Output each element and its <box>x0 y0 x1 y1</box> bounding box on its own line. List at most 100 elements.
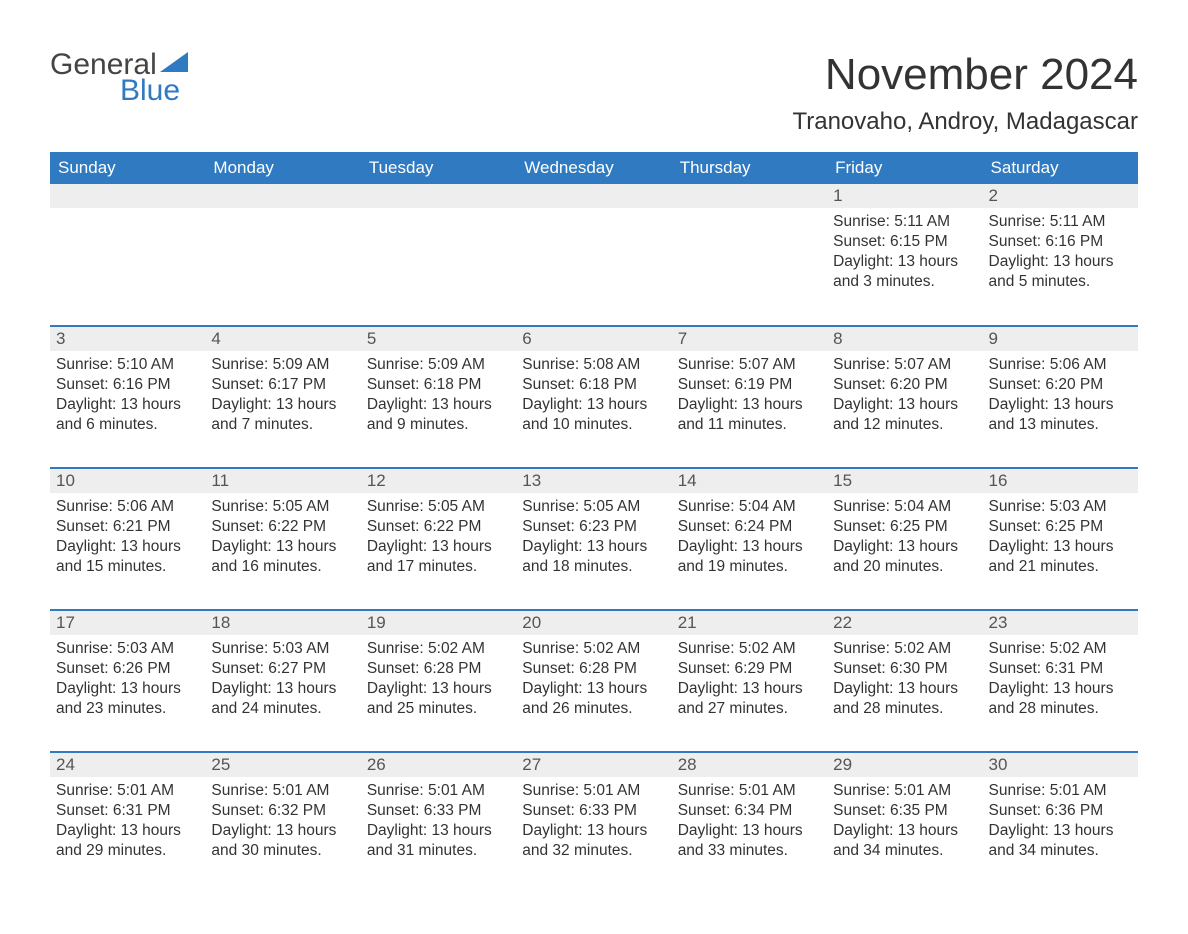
day-number: 17 <box>50 611 205 635</box>
day-details: Sunrise: 5:03 AMSunset: 6:27 PMDaylight:… <box>205 635 360 724</box>
day-number: 26 <box>361 753 516 777</box>
sunset-text: Sunset: 6:30 PM <box>833 659 976 679</box>
daylight-text: Daylight: 13 hours and 17 minutes. <box>367 537 510 577</box>
calendar-day-cell: 29Sunrise: 5:01 AMSunset: 6:35 PMDayligh… <box>827 752 982 894</box>
day-number: 20 <box>516 611 671 635</box>
day-details: Sunrise: 5:09 AMSunset: 6:17 PMDaylight:… <box>205 351 360 440</box>
day-details: Sunrise: 5:06 AMSunset: 6:20 PMDaylight:… <box>983 351 1138 440</box>
calendar-week: 10Sunrise: 5:06 AMSunset: 6:21 PMDayligh… <box>50 468 1138 610</box>
day-details: Sunrise: 5:01 AMSunset: 6:33 PMDaylight:… <box>361 777 516 866</box>
sunrise-text: Sunrise: 5:02 AM <box>367 639 510 659</box>
day-number: 22 <box>827 611 982 635</box>
sunset-text: Sunset: 6:33 PM <box>522 801 665 821</box>
day-number: 8 <box>827 327 982 351</box>
day-details: Sunrise: 5:11 AMSunset: 6:16 PMDaylight:… <box>983 208 1138 297</box>
brand-logo: General Blue <box>50 50 190 106</box>
daylight-text: Daylight: 13 hours and 13 minutes. <box>989 395 1132 435</box>
day-number: 2 <box>983 184 1138 208</box>
weekday-header: Thursday <box>672 152 827 184</box>
daylight-text: Daylight: 13 hours and 15 minutes. <box>56 537 199 577</box>
day-number <box>672 184 827 208</box>
day-number: 28 <box>672 753 827 777</box>
sunset-text: Sunset: 6:16 PM <box>56 375 199 395</box>
daylight-text: Daylight: 13 hours and 26 minutes. <box>522 679 665 719</box>
daylight-text: Daylight: 13 hours and 23 minutes. <box>56 679 199 719</box>
brand-word-2: Blue <box>120 76 190 106</box>
calendar-day-cell <box>50 184 205 326</box>
daylight-text: Daylight: 13 hours and 5 minutes. <box>989 252 1132 292</box>
day-number: 14 <box>672 469 827 493</box>
sunset-text: Sunset: 6:16 PM <box>989 232 1132 252</box>
sunset-text: Sunset: 6:27 PM <box>211 659 354 679</box>
weekday-header: Sunday <box>50 152 205 184</box>
sunrise-text: Sunrise: 5:05 AM <box>211 497 354 517</box>
sunrise-text: Sunrise: 5:01 AM <box>367 781 510 801</box>
sunset-text: Sunset: 6:31 PM <box>56 801 199 821</box>
day-number: 15 <box>827 469 982 493</box>
sunset-text: Sunset: 6:22 PM <box>211 517 354 537</box>
day-number: 23 <box>983 611 1138 635</box>
sunrise-text: Sunrise: 5:07 AM <box>833 355 976 375</box>
sunset-text: Sunset: 6:24 PM <box>678 517 821 537</box>
day-number: 24 <box>50 753 205 777</box>
daylight-text: Daylight: 13 hours and 20 minutes. <box>833 537 976 577</box>
sunset-text: Sunset: 6:26 PM <box>56 659 199 679</box>
calendar-day-cell: 15 Sunrise: 5:04 AMSunset: 6:25 PMDayligh… <box>827 468 982 610</box>
day-details <box>50 208 205 216</box>
weekday-header: Friday <box>827 152 982 184</box>
day-number <box>361 184 516 208</box>
sunset-text: Sunset: 6:35 PM <box>833 801 976 821</box>
sunset-text: Sunset: 6:32 PM <box>211 801 354 821</box>
sunset-text: Sunset: 6:18 PM <box>522 375 665 395</box>
day-number <box>205 184 360 208</box>
day-details <box>205 208 360 216</box>
day-details: Sunrise: 5:10 AMSunset: 6:16 PMDaylight:… <box>50 351 205 440</box>
daylight-text: Daylight: 13 hours and 28 minutes. <box>989 679 1132 719</box>
day-number: 3 <box>50 327 205 351</box>
day-number: 27 <box>516 753 671 777</box>
day-number: 9 <box>983 327 1138 351</box>
sunset-text: Sunset: 6:15 PM <box>833 232 976 252</box>
calendar-week: 24Sunrise: 5:01 AMSunset: 6:31 PMDayligh… <box>50 752 1138 894</box>
day-number: 30 <box>983 753 1138 777</box>
sunrise-text: Sunrise: 5:04 AM <box>833 497 976 517</box>
sunset-text: Sunset: 6:29 PM <box>678 659 821 679</box>
day-number <box>50 184 205 208</box>
sunset-text: Sunset: 6:19 PM <box>678 375 821 395</box>
calendar-day-cell: 23Sunrise: 5:02 AMSunset: 6:31 PMDayligh… <box>983 610 1138 752</box>
day-details: Sunrise: 5:06 AMSunset: 6:21 PMDaylight:… <box>50 493 205 582</box>
daylight-text: Daylight: 13 hours and 12 minutes. <box>833 395 976 435</box>
sunrise-text: Sunrise: 5:09 AM <box>211 355 354 375</box>
day-number <box>516 184 671 208</box>
day-number: 19 <box>361 611 516 635</box>
calendar-week: 17Sunrise: 5:03 AMSunset: 6:26 PMDayligh… <box>50 610 1138 752</box>
daylight-text: Daylight: 13 hours and 18 minutes. <box>522 537 665 577</box>
day-details: Sunrise: 5:01 AMSunset: 6:32 PMDaylight:… <box>205 777 360 866</box>
calendar-day-cell: 18Sunrise: 5:03 AMSunset: 6:27 PMDayligh… <box>205 610 360 752</box>
calendar-day-cell: 8Sunrise: 5:07 AMSunset: 6:20 PMDaylight… <box>827 326 982 468</box>
sunset-text: Sunset: 6:20 PM <box>989 375 1132 395</box>
daylight-text: Daylight: 13 hours and 27 minutes. <box>678 679 821 719</box>
day-details: Sunrise: 5:07 AMSunset: 6:20 PMDaylight:… <box>827 351 982 440</box>
day-details: Sunrise: 5:05 AMSunset: 6:22 PMDaylight:… <box>205 493 360 582</box>
day-number: 25 <box>205 753 360 777</box>
sunset-text: Sunset: 6:18 PM <box>367 375 510 395</box>
calendar-day-cell: 5Sunrise: 5:09 AMSunset: 6:18 PMDaylight… <box>361 326 516 468</box>
calendar-day-cell <box>516 184 671 326</box>
sunrise-text: Sunrise: 5:01 AM <box>522 781 665 801</box>
sunset-text: Sunset: 6:25 PM <box>833 517 976 537</box>
sunrise-text: Sunrise: 5:01 AM <box>989 781 1132 801</box>
calendar-day-cell: 21Sunrise: 5:02 AMSunset: 6:29 PMDayligh… <box>672 610 827 752</box>
sunrise-text: Sunrise: 5:01 AM <box>56 781 199 801</box>
sunrise-text: Sunrise: 5:01 AM <box>678 781 821 801</box>
weekday-header: Monday <box>205 152 360 184</box>
sunrise-text: Sunrise: 5:02 AM <box>989 639 1132 659</box>
sunrise-text: Sunrise: 5:05 AM <box>367 497 510 517</box>
daylight-text: Daylight: 13 hours and 7 minutes. <box>211 395 354 435</box>
day-number: 4 <box>205 327 360 351</box>
sunrise-text: Sunrise: 5:04 AM <box>678 497 821 517</box>
day-details: Sunrise: 5:05 AMSunset: 6:22 PMDaylight:… <box>361 493 516 582</box>
daylight-text: Daylight: 13 hours and 6 minutes. <box>56 395 199 435</box>
daylight-text: Daylight: 13 hours and 10 minutes. <box>522 395 665 435</box>
calendar-day-cell: 12Sunrise: 5:05 AMSunset: 6:22 PMDayligh… <box>361 468 516 610</box>
